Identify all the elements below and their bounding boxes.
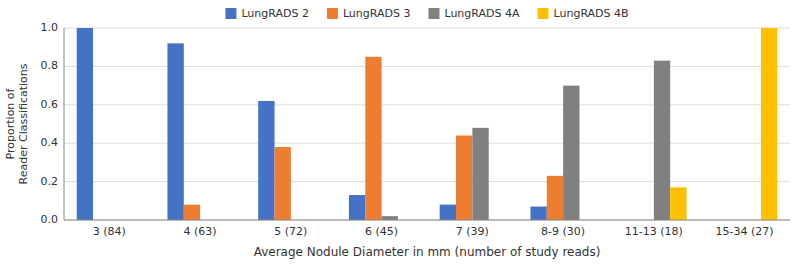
bar	[456, 136, 472, 220]
bar	[382, 216, 398, 220]
y-tick-labels: 0.0 0.2 0.4 0.6 0.8 1.0	[41, 21, 59, 226]
x-axis-label: Average Nodule Diameter in mm (number of…	[254, 245, 601, 259]
y-tick-label: 1.0	[41, 21, 59, 34]
chart-svg: 0.0 0.2 0.4 0.6 0.8 1.0 3 (84) 4 (63) 5 (72) 6 (4…	[0, 0, 800, 264]
y-tick-label: 0.6	[41, 98, 59, 111]
legend-swatch	[225, 8, 236, 19]
bar	[472, 128, 488, 220]
bar-series	[77, 28, 547, 220]
x-tick-label: 5 (72)	[274, 225, 307, 238]
bar	[530, 207, 546, 220]
bar	[440, 205, 456, 220]
bar	[654, 61, 670, 220]
x-tick-label: 3 (84)	[93, 225, 126, 238]
legend-label: LungRADS 3	[343, 7, 411, 20]
bar	[563, 86, 579, 220]
x-tick-label: 7 (39)	[456, 225, 489, 238]
bar	[167, 43, 183, 220]
chart-container: 0.0 0.2 0.4 0.6 0.8 1.0 3 (84) 4 (63) 5 (72) 6 (4…	[0, 0, 800, 264]
x-tick-label: 4 (63)	[184, 225, 217, 238]
legend-swatch	[428, 8, 439, 19]
bar	[349, 195, 365, 220]
y-grid	[64, 28, 790, 220]
bar	[761, 28, 777, 220]
legend-swatch	[538, 8, 549, 19]
bar	[670, 187, 686, 220]
legend-item: LungRADS 4B	[538, 7, 629, 20]
bar	[275, 147, 291, 220]
legend-label: LungRADS 2	[241, 7, 309, 20]
legend: LungRADS 2 LungRADS 3 LungRADS 4A LungRADS …	[225, 7, 628, 20]
legend-label: LungRADS 4B	[554, 7, 629, 20]
y-tick-label: 0.2	[41, 175, 59, 188]
x-tick-label: 6 (45)	[365, 225, 398, 238]
bar	[547, 176, 563, 220]
y-axis-line	[64, 28, 65, 220]
bar	[77, 28, 93, 220]
bar	[365, 57, 381, 220]
grid-line	[64, 220, 790, 221]
legend-item: LungRADS 2	[225, 7, 309, 20]
legend-item: LungRADS 3	[327, 7, 411, 20]
bars	[77, 28, 778, 220]
y-tick-label: 0.8	[41, 59, 59, 72]
bar-series	[382, 61, 671, 220]
legend-item: LungRADS 4A	[428, 7, 520, 20]
x-tick-label: 15-34 (27)	[716, 225, 774, 238]
y-axis-label-line: Proportion of	[4, 87, 17, 159]
bar	[184, 205, 200, 220]
y-axis-label-line: Reader Classifications	[17, 63, 30, 184]
x-axis-line	[64, 220, 790, 221]
y-tick-label: 0.4	[41, 136, 59, 149]
x-tick-label: 8-9 (30)	[541, 225, 585, 238]
y-tick-label: 0.0	[41, 213, 59, 226]
legend-swatch	[327, 8, 338, 19]
bar-series	[670, 28, 777, 220]
bar	[258, 101, 274, 220]
x-tick-label: 11-13 (18)	[625, 225, 683, 238]
bar-series	[184, 57, 563, 220]
y-axis-label: Proportion ofReader Classifications	[4, 63, 30, 184]
x-tick-labels: 3 (84) 4 (63) 5 (72) 6 (45) 7 (39) 8-9 (30) 11…	[93, 225, 774, 238]
legend-label: LungRADS 4A	[444, 7, 520, 20]
grid-line	[64, 28, 790, 29]
